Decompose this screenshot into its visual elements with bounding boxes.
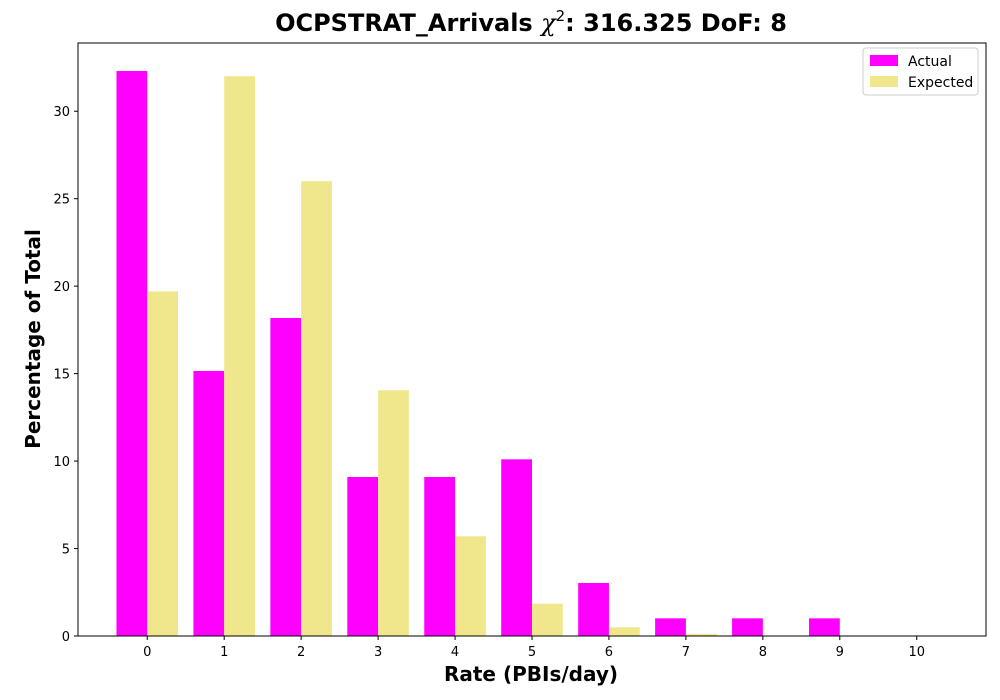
bar-actual-2 [270,317,302,636]
x-tick-label: 2 [297,645,305,660]
y-tick-label: 25 [53,193,70,208]
bar-actual-0 [116,70,148,637]
bar-actual-6 [578,583,609,636]
y-tick-label: 10 [53,455,70,470]
bar-actual-8 [732,618,763,636]
y-tick-label: 5 [62,543,70,558]
bar-actual-5 [501,459,532,636]
bar-expected-0 [147,291,179,636]
bar-expected-6 [608,627,640,636]
bar-actual-3 [347,476,379,636]
plot-frame [77,42,987,637]
x-tick-label: 3 [374,645,382,660]
bar-actual-9 [809,618,840,636]
bar-expected-4 [455,536,486,636]
y-tick-label: 30 [53,105,70,120]
bar-actual-1 [193,370,225,636]
legend-swatch-actual [870,55,898,66]
legend-swatch-expected [870,76,898,87]
y-tick-label: 0 [62,630,70,645]
bar-expected-7 [685,633,717,636]
x-tick-label: 5 [528,645,536,660]
bar-actual-4 [424,476,456,636]
legend-label-actual: Actual [908,54,952,70]
x-tick-label: 6 [605,645,613,660]
x-tick-label: 1 [220,645,228,660]
x-tick-label: 4 [451,645,459,660]
y-tick-label: 15 [53,368,70,383]
x-tick-label: 7 [682,645,690,660]
x-tick-label: 0 [143,645,151,660]
x-tick-label: 9 [836,645,844,660]
x-tick-label: 10 [908,645,925,660]
bars-group [116,70,840,637]
y-tick-label: 20 [53,280,70,295]
chart-title: OCPSTRAT_Arrivals χ2: 316.325 DoF: 8 [275,7,787,37]
x-tick-label: 8 [759,645,767,660]
x-ticks-group: 0 1 2 3 4 5 6 7 8 9 10 [143,636,925,660]
x-axis-label: Rate (PBIs/day) [444,662,618,686]
y-axis-label: Percentage of Total [21,229,45,449]
bar-actual-7 [655,618,686,636]
bar-expected-1 [224,76,255,637]
legend-label-expected: Expected [908,75,973,91]
y-ticks-group: 0 5 10 15 20 25 30 [53,105,78,645]
bar-expected-2 [301,181,332,636]
legend: Actual Expected [862,47,979,96]
bar-expected-3 [378,390,409,636]
bar-expected-5 [532,603,563,636]
